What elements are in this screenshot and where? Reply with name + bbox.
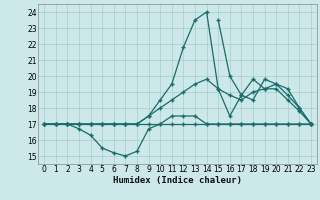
X-axis label: Humidex (Indice chaleur): Humidex (Indice chaleur) (113, 176, 242, 185)
